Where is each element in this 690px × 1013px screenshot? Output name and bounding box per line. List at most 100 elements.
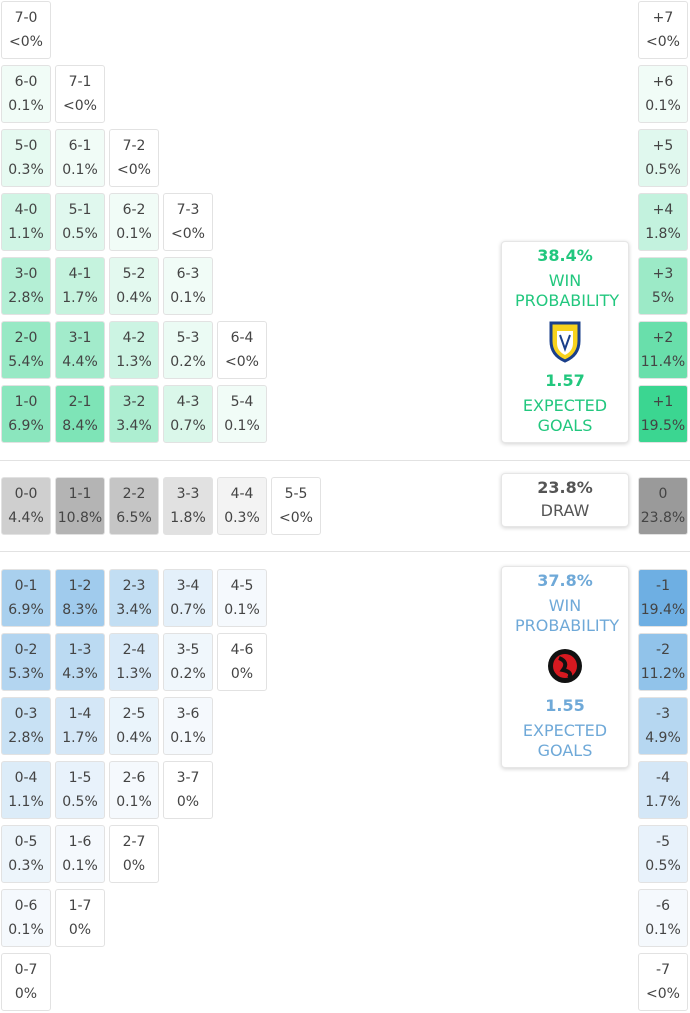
score-cell: 5-3 0.2% (163, 321, 213, 379)
score-cell: +1 19.5% (638, 385, 688, 443)
probability: 0.5% (62, 226, 98, 242)
probability: 0.4% (116, 290, 152, 306)
probability: 5.4% (8, 354, 44, 370)
separator (0, 460, 690, 461)
score-cell: 0-7 0% (1, 953, 51, 1011)
probability: 11.4% (640, 354, 686, 370)
score-cell: 4-2 1.3% (109, 321, 159, 379)
score-cell: 3-0 2.8% (1, 257, 51, 315)
draw-pct: 23.8% (537, 478, 593, 497)
score-cell: 1-4 1.7% (55, 697, 105, 755)
probability: 3.4% (116, 418, 152, 434)
score: +3 (652, 266, 674, 282)
score: 1-5 (68, 770, 92, 786)
probability: 0% (176, 794, 200, 810)
score: 6-4 (230, 330, 254, 346)
probability: 0.1% (62, 858, 98, 874)
score-cell: 6-4 <0% (217, 321, 267, 379)
probability: 5% (651, 290, 675, 306)
score-cell: 1-5 0.5% (55, 761, 105, 819)
probability: 0.1% (8, 922, 44, 938)
probability: <0% (9, 34, 43, 50)
score-cell: 0-1 6.9% (1, 569, 51, 627)
score: +6 (652, 74, 674, 90)
probability: 0.1% (645, 98, 681, 114)
score: -4 (656, 770, 670, 786)
probability: 0% (122, 858, 146, 874)
score: -5 (656, 834, 670, 850)
win-pct: 38.4% (537, 246, 593, 265)
probability: 0.1% (62, 162, 98, 178)
probability: 0.1% (224, 602, 260, 618)
probability: 8.4% (62, 418, 98, 434)
score-cell: 6-0 0.1% (1, 65, 51, 123)
score-cell: 0 23.8% (638, 477, 688, 535)
probability: 0.7% (170, 418, 206, 434)
probability: 0.5% (645, 858, 681, 874)
score: 2-4 (122, 642, 146, 658)
win-pct: 37.8% (537, 571, 593, 590)
score-cell: 3-3 1.8% (163, 477, 213, 535)
score: 2-5 (122, 706, 146, 722)
win-label: WIN PROBABILITY (515, 596, 620, 635)
score: 2-3 (122, 578, 146, 594)
score: 3-5 (176, 642, 200, 658)
score-cell: -1 19.4% (638, 569, 688, 627)
probability: 0.4% (116, 730, 152, 746)
score-cell: 2-6 0.1% (109, 761, 159, 819)
score: 4-3 (176, 394, 200, 410)
score-cell: 7-0 <0% (1, 1, 51, 59)
score-cell: 1-3 4.3% (55, 633, 105, 691)
score: -2 (656, 642, 670, 658)
score-cell: 3-5 0.2% (163, 633, 213, 691)
probability: 0% (68, 922, 92, 938)
score: 6-1 (68, 138, 92, 154)
score-cell: -2 11.2% (638, 633, 688, 691)
score-cell: 0-6 0.1% (1, 889, 51, 947)
score: 5-1 (68, 202, 92, 218)
probability: 8.3% (62, 602, 98, 618)
probability: 1.3% (116, 354, 152, 370)
probability: 0.1% (116, 226, 152, 242)
score: 5-2 (122, 266, 146, 282)
probability: 0.1% (224, 418, 260, 434)
score: 4-6 (230, 642, 254, 658)
score: 1-2 (68, 578, 92, 594)
score-cell: +3 5% (638, 257, 688, 315)
score: 2-1 (68, 394, 92, 410)
score: 5-4 (230, 394, 254, 410)
score-cell: 2-4 1.3% (109, 633, 159, 691)
probability: 6.9% (8, 602, 44, 618)
score-cell: 0-3 2.8% (1, 697, 51, 755)
score: +5 (652, 138, 674, 154)
score: 5-3 (176, 330, 200, 346)
score: 1-3 (68, 642, 92, 658)
probability: 1.7% (645, 794, 681, 810)
probability: 6.5% (116, 510, 152, 526)
xg: 1.57 (545, 371, 585, 390)
score: 1-4 (68, 706, 92, 722)
score: 5-0 (14, 138, 38, 154)
probability: <0% (279, 510, 313, 526)
score: 6-2 (122, 202, 146, 218)
probability: 0.1% (8, 98, 44, 114)
score-cell: 4-6 0% (217, 633, 267, 691)
score-cell: 2-2 6.5% (109, 477, 159, 535)
probability: 11.2% (640, 666, 686, 682)
score: 0-7 (14, 962, 38, 978)
probability: 23.8% (640, 510, 686, 526)
score-cell: 0-2 5.3% (1, 633, 51, 691)
score: +7 (652, 10, 674, 26)
probability: 3.4% (116, 602, 152, 618)
score-cell: -3 4.9% (638, 697, 688, 755)
separator (0, 551, 690, 552)
score: 3-6 (176, 706, 200, 722)
score: 3-2 (122, 394, 146, 410)
score: 4-2 (122, 330, 146, 346)
probability: 10.8% (57, 510, 103, 526)
draw-summary: 23.8% DRAW (501, 473, 629, 527)
score: 4-0 (14, 202, 38, 218)
probability: 5.3% (8, 666, 44, 682)
score-cell: 5-5 <0% (271, 477, 321, 535)
